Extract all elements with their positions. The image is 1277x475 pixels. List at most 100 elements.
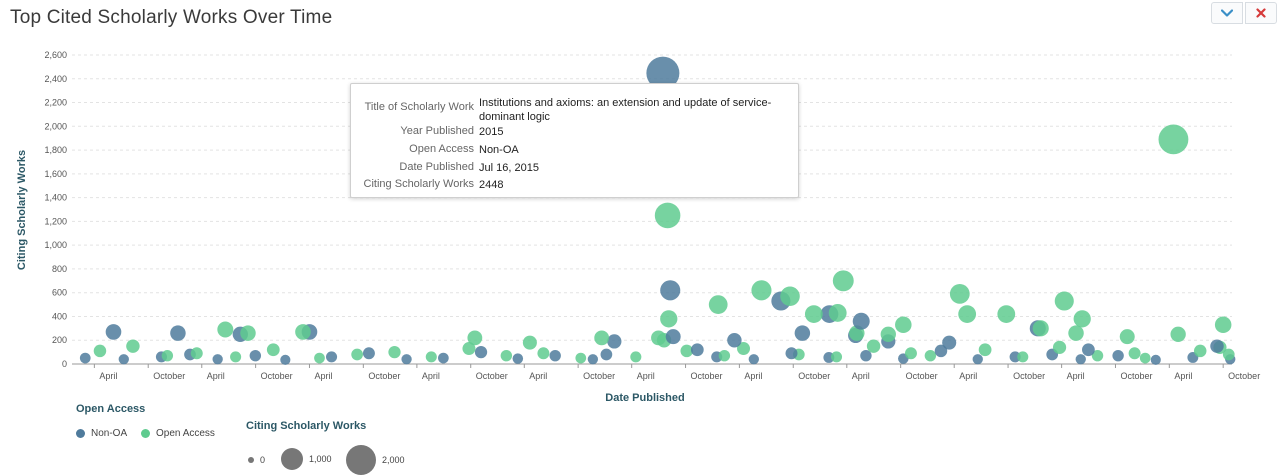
size-dot	[346, 445, 376, 475]
close-button[interactable]	[1245, 2, 1277, 24]
data-point-open-access	[654, 202, 681, 229]
y-axis-title: Citing Scholarly Works	[16, 150, 28, 270]
x-tick-label: October	[1120, 371, 1152, 381]
data-point-open-access	[537, 347, 550, 360]
data-point-open-access	[718, 349, 731, 362]
tooltip-label: Year Published	[400, 125, 474, 137]
data-point-non-oa	[852, 312, 870, 330]
data-point-open-access	[1193, 344, 1207, 358]
data-point-open-access	[230, 351, 242, 363]
size-dot	[248, 457, 254, 463]
data-point-open-access	[1128, 347, 1141, 360]
data-point-non-oa	[600, 348, 613, 361]
tooltip: Title of Scholarly Work Institutions and…	[350, 83, 799, 198]
x-tick-label: April	[1174, 371, 1192, 381]
x-tick-label: October	[261, 371, 293, 381]
data-point-open-access	[217, 321, 234, 338]
data-point-open-access	[594, 330, 610, 346]
tooltip-value: Institutions and axioms: an extension an…	[479, 97, 772, 123]
data-point-non-oa	[401, 354, 412, 365]
legend-label: Open Access	[156, 428, 215, 439]
y-tick-label: 1,800	[44, 145, 67, 155]
data-point-non-oa	[79, 352, 91, 364]
data-point-open-access	[832, 270, 854, 292]
collapse-button[interactable]	[1211, 2, 1243, 24]
y-tick-label: 400	[52, 311, 67, 321]
data-point-open-access	[880, 326, 896, 342]
data-point-open-access	[266, 343, 280, 357]
tooltip-value: 2015	[479, 126, 504, 138]
x-tick-label: October	[153, 371, 185, 381]
tooltip-label: Open Access	[409, 143, 474, 155]
data-point-non-oa	[549, 349, 561, 362]
close-x-icon	[1256, 8, 1266, 18]
x-tick-label: April	[1067, 371, 1085, 381]
y-tick-label: 2,200	[44, 98, 67, 108]
x-tick-label: October	[1013, 371, 1045, 381]
data-point-non-oa	[665, 329, 681, 345]
x-tick-label: October	[1228, 371, 1260, 381]
data-point-open-access	[660, 310, 678, 328]
x-tick-label: April	[852, 371, 870, 381]
x-tick-label: October	[476, 371, 508, 381]
data-point-open-access	[830, 351, 843, 363]
data-point-open-access	[161, 349, 174, 362]
x-tick-label: April	[207, 371, 225, 381]
data-point-open-access	[1214, 316, 1232, 334]
y-tick-label: 1,200	[44, 216, 67, 226]
data-point-open-access	[904, 347, 917, 360]
data-point-non-oa	[1082, 343, 1095, 357]
x-tick-label: October	[906, 371, 938, 381]
legend-item-open-access[interactable]: Open Access	[141, 428, 215, 439]
x-tick-label: April	[422, 371, 440, 381]
data-point-non-oa	[748, 354, 759, 365]
data-point-open-access	[126, 339, 140, 353]
y-tick-label: 2,400	[44, 74, 67, 84]
legend-title-open-access: Open Access	[76, 403, 146, 415]
data-point-open-access	[240, 325, 256, 341]
data-point-open-access	[93, 344, 107, 358]
size-legend-item: 1,000	[281, 448, 332, 470]
size-dot	[281, 448, 303, 470]
data-point-non-oa	[934, 344, 948, 358]
data-point-non-oa	[105, 324, 122, 340]
data-point-non-oa	[942, 335, 957, 350]
data-point-non-oa	[280, 354, 291, 365]
data-point-non-oa	[438, 352, 449, 364]
data-point-open-access	[1073, 310, 1091, 328]
data-point-non-oa	[118, 354, 129, 365]
data-point-open-access	[500, 349, 513, 362]
x-tick-label: April	[744, 371, 762, 381]
size-legend-item: 2,000	[346, 445, 405, 475]
x-tick-label: April	[314, 371, 332, 381]
data-point-open-access	[462, 342, 476, 356]
data-point-open-access	[1170, 326, 1186, 342]
data-point-open-access	[680, 344, 693, 358]
data-point-non-oa	[1112, 349, 1124, 362]
data-point-open-access	[828, 303, 847, 322]
legend-item-non-oa[interactable]: Non-OA	[76, 428, 127, 439]
size-label: 0	[260, 455, 266, 465]
y-tick-label: 1,600	[44, 169, 67, 179]
data-point-open-access	[467, 330, 483, 346]
x-tick-label: April	[529, 371, 547, 381]
legend-label: Non-OA	[91, 428, 128, 439]
data-point-non-oa	[326, 351, 338, 363]
data-point-non-oa	[1009, 351, 1021, 363]
legend-dot	[141, 429, 150, 438]
page-title: Top Cited Scholarly Works Over Time	[10, 7, 333, 28]
y-tick-label: 2,600	[44, 50, 67, 60]
data-point-open-access	[949, 283, 970, 304]
data-point-non-oa	[512, 353, 524, 364]
data-point-open-access	[1054, 291, 1074, 311]
data-point-non-oa	[860, 349, 872, 362]
size-label: 2,000	[382, 455, 405, 465]
data-point-open-access	[1017, 351, 1029, 363]
data-point-non-oa	[660, 280, 681, 301]
data-point-non-oa	[785, 347, 798, 360]
tooltip-label: Date Published	[399, 161, 474, 173]
data-point-open-access	[522, 335, 537, 350]
data-point-open-access	[708, 295, 728, 314]
x-tick-label: October	[691, 371, 723, 381]
